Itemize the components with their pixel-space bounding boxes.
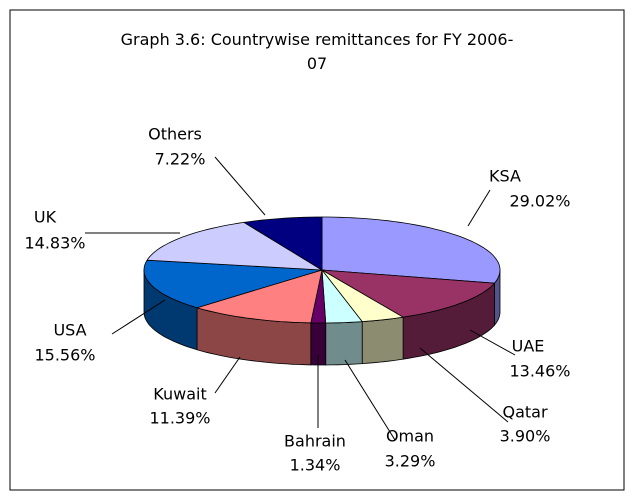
pie-slice [321, 269, 496, 318]
pie-slice [195, 269, 323, 324]
pie-wall [325, 321, 363, 366]
leader-line [344, 359, 396, 441]
pie-slice [321, 216, 501, 284]
value-label: 3.29% [385, 452, 436, 471]
pie-wall [361, 316, 404, 365]
category-label: Others [148, 125, 202, 144]
pie-slice [143, 259, 323, 309]
value-label: 1.34% [290, 456, 341, 475]
value-label: 13.46% [509, 362, 570, 381]
labels: KSA 29.02% UAE 13.46% Qatar 3.90% Oman 3.29% Bah… [24, 125, 570, 475]
pie-slice [146, 221, 323, 271]
category-label: Bahrain [284, 432, 346, 451]
leader-line [469, 329, 516, 356]
pie-slice [242, 216, 323, 271]
pie-slice [321, 269, 405, 323]
leader-line [111, 299, 166, 335]
leader-line [419, 347, 509, 423]
pie-tops [143, 216, 501, 324]
value-label: 29.02% [509, 192, 570, 211]
leader-line [214, 156, 266, 216]
category-label: USA [53, 321, 86, 340]
category-label: UK [34, 208, 57, 227]
value-label: 7.22% [155, 150, 206, 169]
value-label: 14.83% [24, 234, 85, 253]
category-label: UAE [512, 337, 545, 356]
pie-slice [321, 268, 363, 324]
value-label: 3.90% [500, 427, 551, 446]
value-label: 11.39% [149, 409, 210, 428]
leader-line [214, 356, 241, 394]
chart-title: Graph 3.6: Countrywise remittances for F… [121, 30, 514, 73]
category-label: Oman [386, 427, 434, 446]
category-label: Qatar [502, 403, 547, 422]
leader-line [467, 189, 491, 227]
category-label: Kuwait [153, 385, 206, 404]
category-label: KSA [489, 167, 521, 186]
value-label: 15.56% [34, 346, 95, 365]
